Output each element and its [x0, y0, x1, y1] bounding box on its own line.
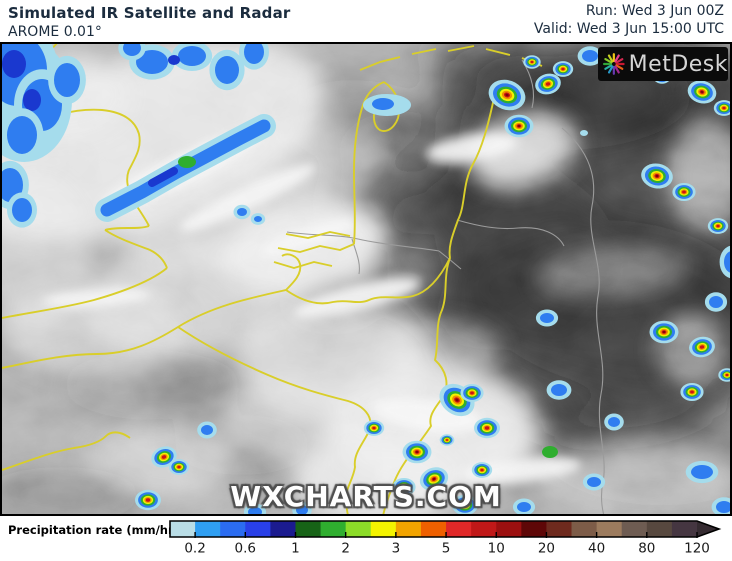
svg-text:80: 80 [638, 541, 655, 557]
satellite-radar-layer [2, 44, 730, 514]
svg-text:3: 3 [392, 541, 401, 557]
svg-text:0.6: 0.6 [235, 541, 256, 557]
watermark: WXCHARTS.COM [230, 480, 502, 513]
run-time-label: Run: Wed 3 Jun 00Z [585, 3, 724, 19]
precipitation-legend: Precipitation rate (mm/hr) 0.2 0.6 1 2 3 5 10 2… [0, 516, 732, 561]
metdesk-logo: MetDesk [598, 47, 728, 81]
svg-text:120: 120 [684, 541, 710, 557]
weather-map: WXCHARTS.COM MetDesk [0, 42, 732, 516]
legend-label: Precipitation rate (mm/hr) [8, 523, 179, 537]
svg-text:2: 2 [341, 541, 350, 557]
precipitation-colorbar: 0.2 0.6 1 2 3 5 10 20 40 80 120 [169, 520, 722, 557]
metdesk-logo-text: MetDesk [628, 51, 728, 77]
page-title: Simulated IR Satellite and Radar [8, 4, 291, 22]
svg-text:1: 1 [291, 541, 300, 557]
svg-text:0.2: 0.2 [184, 541, 205, 557]
svg-text:40: 40 [588, 541, 605, 557]
valid-time-label: Valid: Wed 3 Jun 15:00 UTC [533, 21, 724, 37]
svg-text:10: 10 [488, 541, 505, 557]
svg-text:20: 20 [538, 541, 555, 557]
metdesk-starburst-icon [603, 53, 625, 75]
svg-text:5: 5 [442, 541, 451, 557]
model-label: AROME 0.01° [8, 24, 102, 40]
